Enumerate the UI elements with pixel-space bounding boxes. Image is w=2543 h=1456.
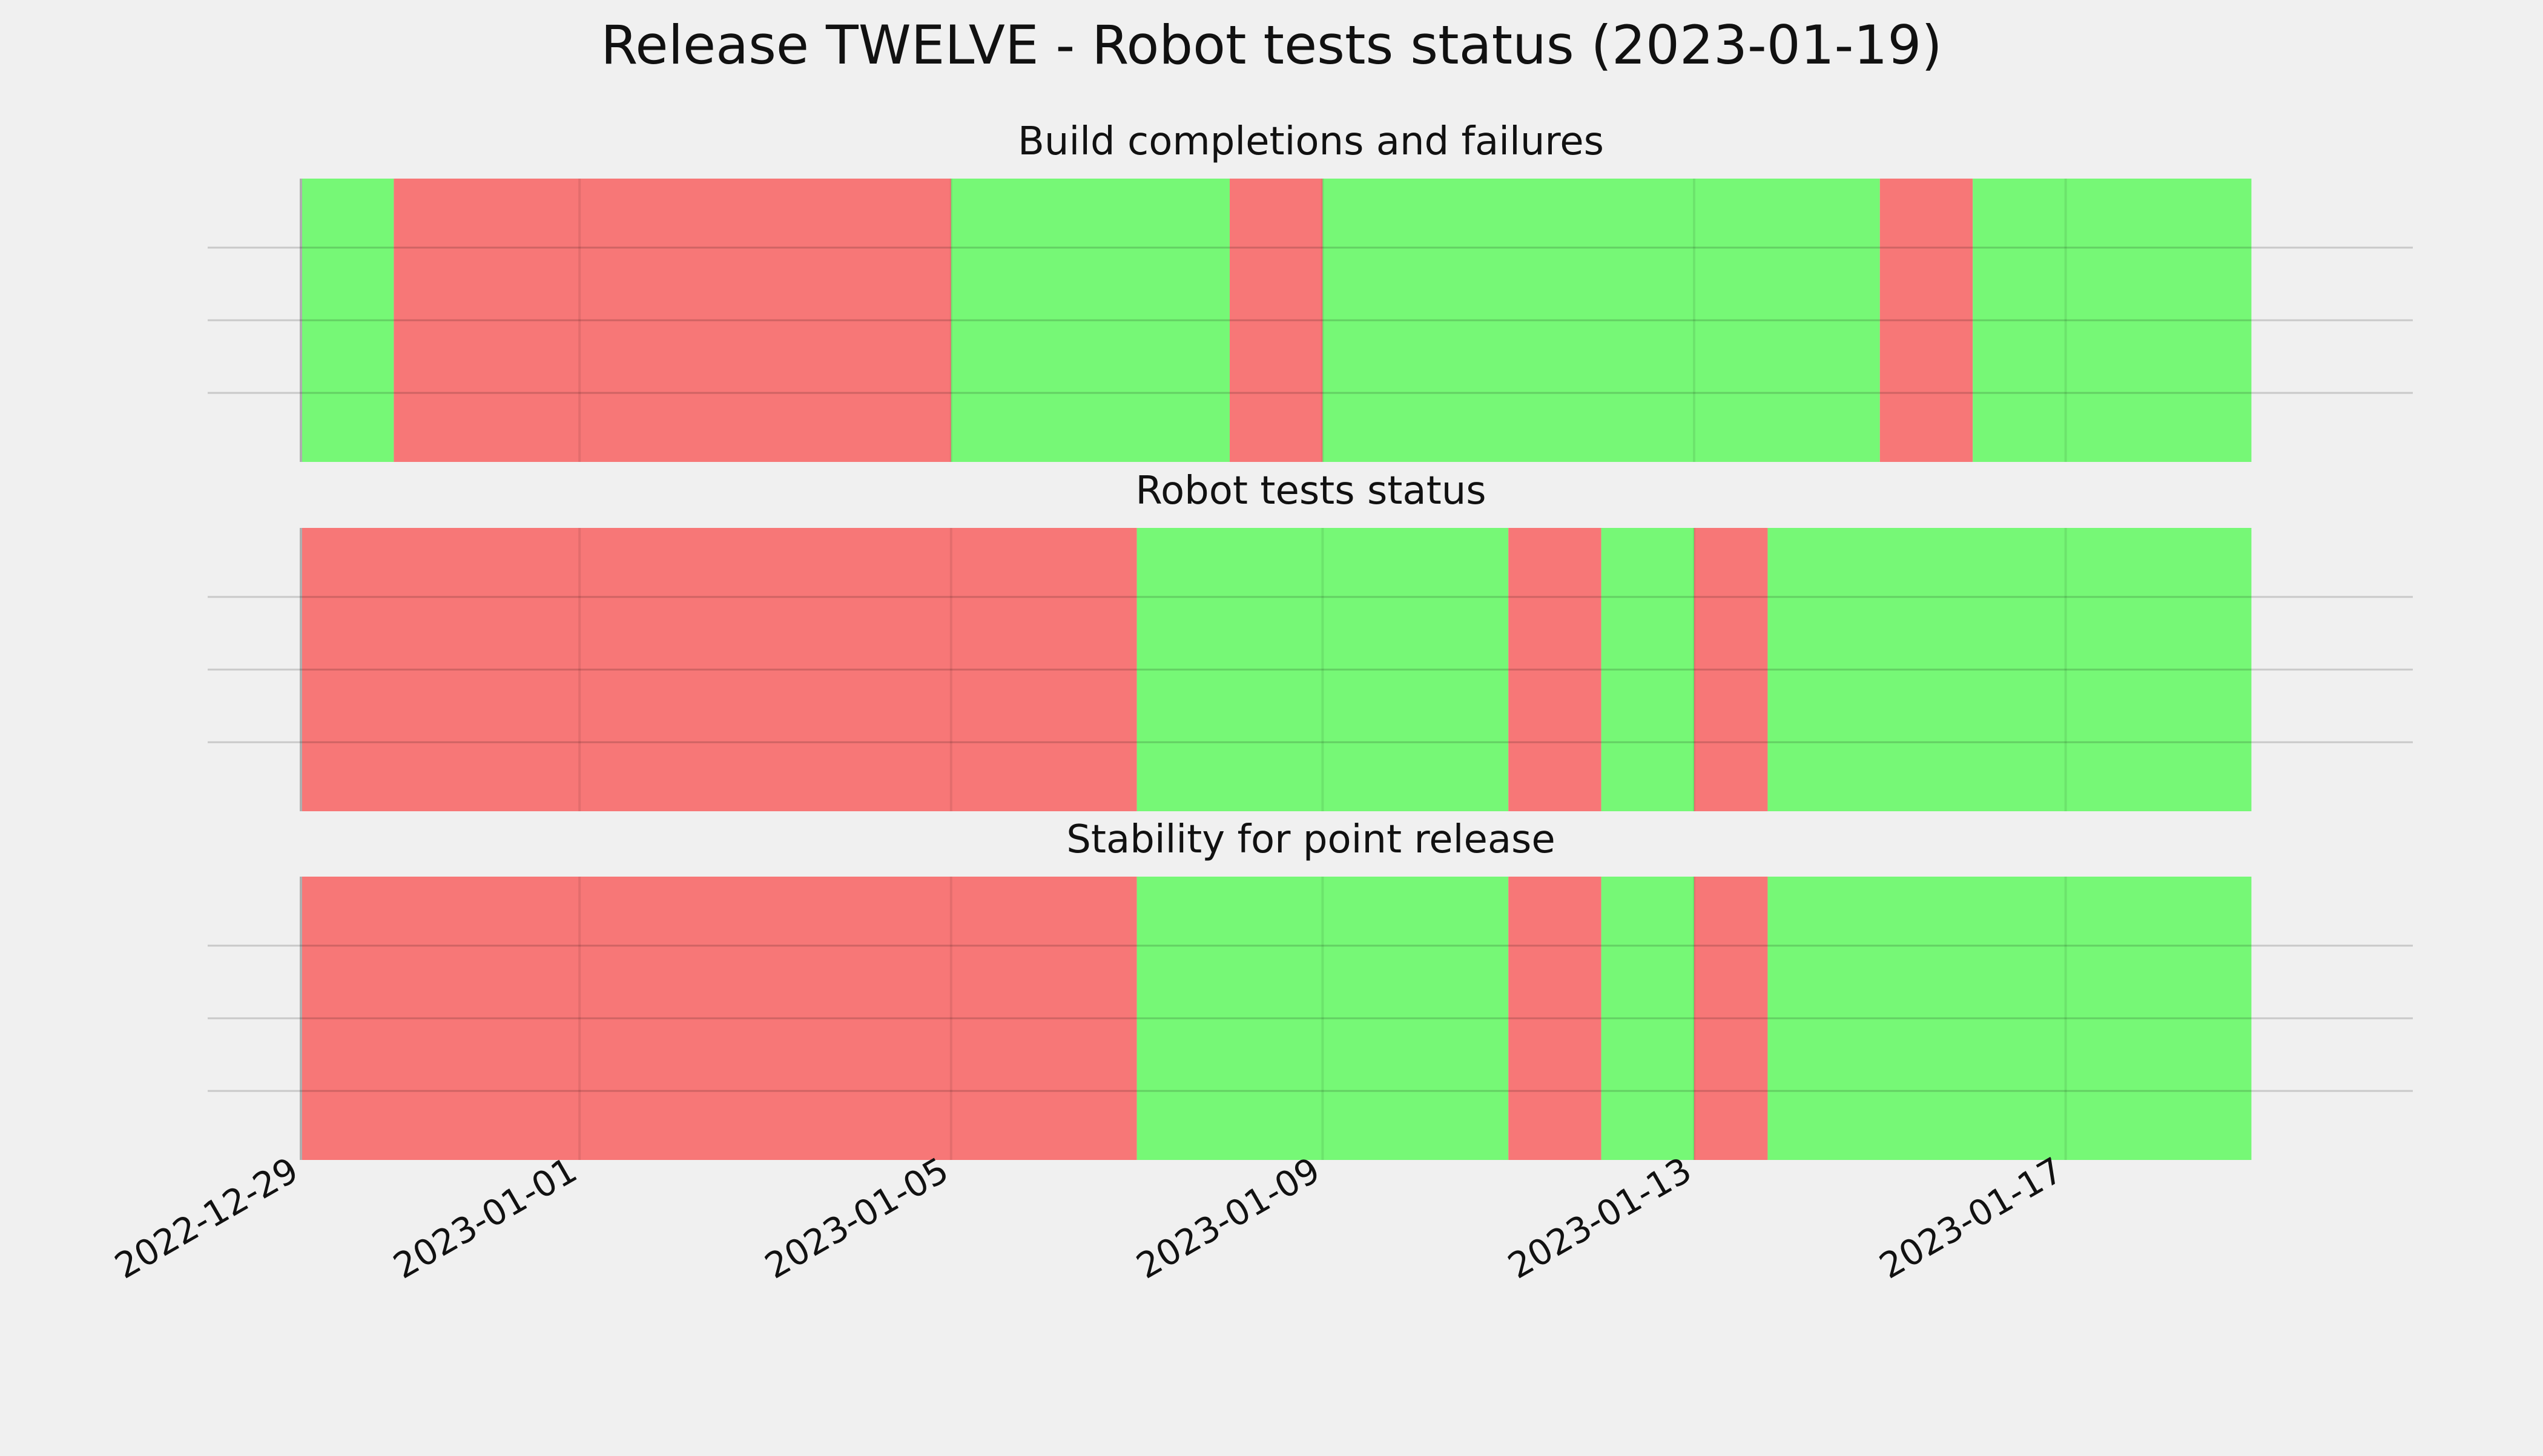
panel: Stability for point release xyxy=(208,817,2413,1160)
status-segment-pass xyxy=(1136,528,1509,811)
panels-layer: Build completions and failures Robot test… xyxy=(208,119,2413,1160)
status-segment-pass xyxy=(1136,877,1509,1160)
status-segment-pass xyxy=(1973,179,2252,462)
status-segment-pass xyxy=(1322,179,1880,462)
status-segment-fail xyxy=(1879,179,1973,462)
status-segment-pass xyxy=(1767,528,2252,811)
status-segment-pass xyxy=(951,179,1230,462)
chart-title: Release TWELVE - Robot tests status (202… xyxy=(601,14,1942,76)
panel-title: Stability for point release xyxy=(1066,817,1555,862)
status-segment-fail xyxy=(1508,528,1601,811)
panel-title: Build completions and failures xyxy=(1018,119,1604,164)
panel: Build completions and failures xyxy=(208,119,2413,462)
status-segment-fail xyxy=(1508,877,1601,1160)
status-segment-fail xyxy=(1230,179,1323,462)
panel-title: Robot tests status xyxy=(1135,469,1486,513)
status-segment-fail xyxy=(301,877,1137,1160)
status-segment-pass xyxy=(1601,528,1694,811)
status-segment-fail xyxy=(301,528,1137,811)
status-segment-pass xyxy=(301,179,394,462)
status-segment-pass xyxy=(1767,877,2252,1160)
panel: Robot tests status xyxy=(208,469,2413,811)
status-segment-fail xyxy=(394,179,951,462)
status-segment-fail xyxy=(1694,528,1768,811)
status-segment-pass xyxy=(1601,877,1694,1160)
status-segment-fail xyxy=(1694,877,1768,1160)
